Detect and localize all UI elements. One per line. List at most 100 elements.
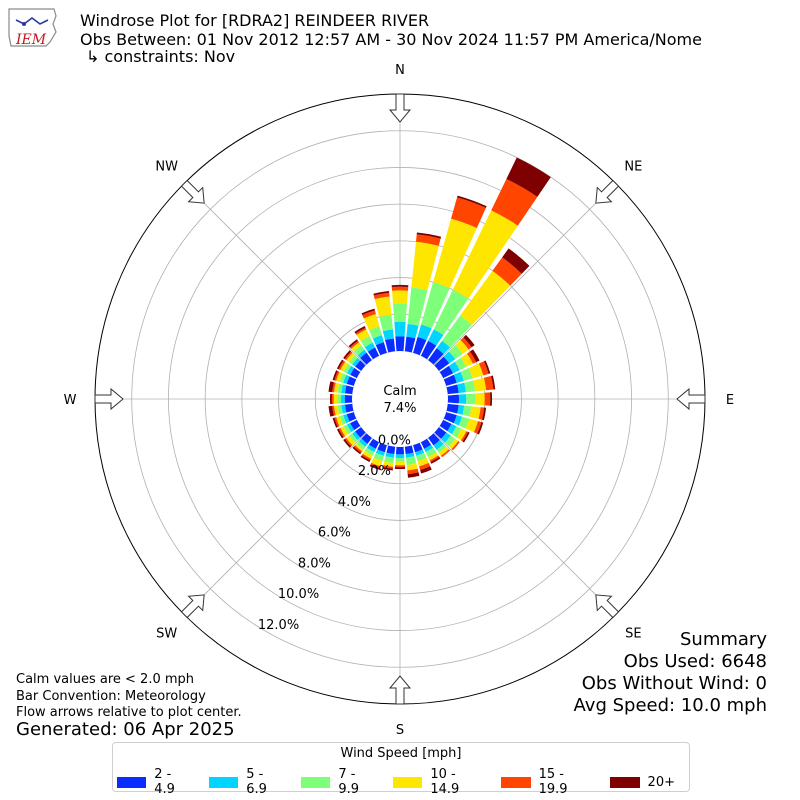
bar-segment-310-4	[344, 351, 353, 361]
bar-segment-90-1	[458, 394, 467, 404]
radial-tick-label: 2.0%	[358, 464, 391, 479]
bar-segment-210-1	[366, 444, 376, 453]
bar-segment-200-0	[377, 442, 387, 453]
summary-obs-without-wind: Obs Without Wind: 0	[581, 673, 767, 694]
bar-segment-90-3	[475, 392, 485, 406]
bar-segment-330-4	[355, 327, 367, 336]
bar-segment-250-0	[346, 412, 357, 422]
bar-segment-240-0	[350, 419, 361, 431]
compass-label-NE: NE	[624, 160, 642, 175]
compass-arrow-E	[676, 387, 706, 411]
compass-label-SW: SW	[156, 626, 177, 641]
bar-segment-30-2	[433, 289, 469, 336]
bar-segment-350-5	[373, 290, 390, 296]
bar-segment-140-0	[428, 433, 440, 446]
bar-segment-10-4	[415, 234, 441, 246]
bar-segment-330-3	[356, 329, 370, 342]
bar-segment-40-1	[436, 340, 451, 355]
summary-heading: Summary	[680, 629, 767, 650]
bar-segment-240-3	[340, 426, 349, 437]
bar-segment-250-3	[336, 416, 343, 427]
grid-spoke	[184, 432, 367, 615]
bar-segment-320-4	[349, 340, 360, 349]
bar-segment-80-5	[491, 375, 496, 390]
bar-segment-240-2	[343, 424, 352, 435]
legend-items: 2 - 4.9 5 - 6.9 7 - 9.9 10 - 14.9 15 - 19.9 2…	[117, 767, 689, 797]
legend-label: 7 - 9.9	[338, 767, 359, 797]
legend-swatch	[209, 776, 239, 788]
bar-segment-220-4	[353, 445, 363, 453]
bar-segment-180-1	[395, 454, 405, 459]
bar-segment-20-4	[451, 197, 486, 228]
grid-ring	[204, 203, 596, 595]
logo-text: IEM	[15, 32, 47, 48]
bar-segment-310-0	[355, 360, 366, 371]
bar-segment-170-1	[405, 452, 415, 458]
bar-segment-70-0	[443, 374, 457, 386]
bar-segment-200-5	[369, 464, 381, 470]
legend-item: 15 - 19.9	[501, 767, 595, 797]
bar-segment-60-5	[470, 349, 480, 363]
radial-tick-labels: 0.0% 2.0% 4.0% 6.0% 8.0% 10.0% 12.0%	[258, 433, 411, 633]
grid-ring	[278, 277, 522, 521]
bar-segment-290-4	[334, 371, 340, 381]
bar-segment-330-1	[364, 342, 376, 352]
bar-segment-220-3	[355, 443, 364, 452]
bar-segment-40-5	[502, 248, 530, 274]
bar-segment-150-1	[424, 444, 434, 453]
bar-segment-30-3	[452, 210, 518, 299]
bar-segment-200-4	[370, 462, 381, 469]
bar-segment-10-5	[416, 232, 442, 239]
bar-segment-310-2	[349, 355, 358, 365]
bar-segment-120-4	[460, 431, 469, 442]
bar-segment-150-3	[428, 452, 439, 461]
bar-segment-70-2	[460, 368, 473, 381]
bar-segment-320-0	[360, 352, 372, 365]
bar-segment-80-2	[464, 380, 476, 393]
compass-label-NW: NW	[155, 160, 178, 175]
bar-segment-50-2	[448, 345, 463, 360]
compass-arrow-SW	[180, 594, 205, 619]
bar-segment-170-2	[405, 456, 417, 466]
bar-segment-150-2	[425, 447, 437, 458]
bar-segment-80-4	[483, 375, 494, 391]
bar-segment-230-2	[349, 433, 358, 443]
compass-arrows	[94, 93, 706, 705]
compass-label-W: W	[64, 393, 77, 408]
compass-arrow-SE	[595, 594, 620, 619]
bar-segment-210-0	[368, 438, 380, 449]
bar-segment-200-2	[373, 452, 384, 462]
bar-segment-350-2	[379, 314, 393, 332]
bar-segment-160-3	[417, 457, 429, 467]
bar-segment-80-0	[446, 384, 459, 395]
generated-date: Generated: 06 Apr 2025	[16, 719, 235, 740]
bar-segment-30-5	[506, 157, 551, 197]
bar-segment-20-5	[457, 195, 487, 208]
bar-segment-260-0	[344, 403, 354, 413]
bar-segment-220-1	[358, 438, 368, 447]
bar-segment-150-5	[430, 456, 441, 464]
bar-segment-100-0	[446, 403, 459, 414]
bar-segment-280-0	[344, 385, 354, 395]
legend-swatch	[301, 776, 331, 788]
bar-segment-0-4	[391, 286, 409, 291]
bar-segment-20-1	[417, 324, 432, 341]
bar-segment-290-0	[346, 376, 357, 386]
bar-segment-90-2	[466, 393, 476, 405]
bar-segment-210-4	[361, 453, 372, 461]
radial-tick-label: 6.0%	[318, 526, 351, 541]
bar-segment-140-2	[436, 443, 447, 453]
bar-segment-180-4	[395, 465, 405, 468]
bar-segment-230-4	[344, 437, 353, 447]
bar-segment-240-1	[346, 423, 355, 433]
bar-segment-350-4	[373, 292, 390, 300]
bar-segment-200-1	[375, 449, 385, 456]
bar-segment-60-4	[467, 351, 477, 364]
bar-segment-320-2	[353, 345, 365, 356]
bar-segment-300-0	[350, 367, 361, 379]
compass-label-SE: SE	[625, 626, 641, 641]
radial-tick-label: 12.0%	[258, 618, 299, 633]
bar-segment-270-2	[337, 394, 342, 404]
bar-segment-50-3	[455, 339, 469, 354]
bar-segment-160-0	[413, 442, 423, 453]
